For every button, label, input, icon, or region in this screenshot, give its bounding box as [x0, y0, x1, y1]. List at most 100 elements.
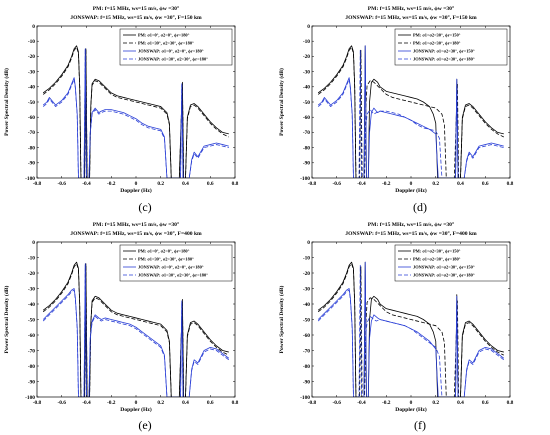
y-tick-label: -20 [303, 271, 310, 277]
y-tick-label: 0 [32, 240, 35, 246]
x-tick-label: 0.2 [157, 400, 164, 406]
x-tick-label: 0 [135, 400, 138, 406]
legend: PM: σ1=0°, σ2=0°, ϕr=180° PM: σ1=30°, σ2=… [119, 28, 233, 66]
y-tick-label: -70 [28, 130, 35, 136]
series-line [317, 261, 504, 397]
chart-panel: PM: f=15 MHz, ws=15 m/s, ϕw =30° JONSWAP:… [3, 5, 239, 214]
y-tick-label: -50 [28, 100, 35, 106]
y-tick-label: -80 [28, 364, 35, 370]
y-tick-label: -20 [303, 54, 310, 60]
x-tick-label: -0.2 [382, 400, 391, 406]
legend-label: PM: σ1=30°, σ2=30°, ϕr=180° [138, 257, 194, 262]
y-tick-label: -90 [303, 379, 310, 385]
legend: PM: σ1=0°, σ2=0°, ϕr=180° PM: σ1=30°, σ2=… [119, 244, 233, 282]
x-tick-label: -0.2 [382, 181, 391, 187]
y-tick-label: -90 [303, 161, 310, 167]
x-tick-label: -0.8 [33, 181, 42, 187]
legend-label: JONSWAP: σ1=30°, σ2=30°, ϕr=180° [138, 57, 208, 62]
legend-box [394, 244, 508, 282]
legend: PM: σ1=σ2=30°, ϕr=150° PM: σ1=σ2=30°, ϕr=… [394, 28, 508, 66]
y-tick-label: -60 [28, 333, 35, 339]
x-axis-label: Doppler (Hz) [395, 406, 427, 413]
x-tick-label: 0.2 [432, 400, 439, 406]
plot-area [42, 45, 229, 178]
x-tick-label: 0 [135, 181, 138, 187]
y-axis-label: Power Spectral Density (dB) [278, 285, 285, 353]
y-tick-label: -80 [28, 145, 35, 151]
series-line [317, 45, 504, 178]
y-tick-label: -20 [28, 54, 35, 60]
x-tick-label: 0.4 [457, 181, 464, 187]
y-tick-label: -70 [303, 348, 310, 354]
y-axis-label: Power Spectral Density (dB) [3, 68, 10, 136]
y-tick-label: -10 [303, 39, 310, 45]
legend-label: PM: σ1=σ2=30°, ϕr=150° [413, 33, 461, 38]
panel-label: (f) [414, 418, 426, 432]
x-tick-label: 0.8 [232, 400, 239, 406]
y-tick-label: -100 [300, 176, 310, 182]
series-line [317, 46, 504, 178]
y-tick-label: -60 [28, 115, 35, 121]
y-tick-label: -100 [25, 176, 35, 182]
y-tick-label: -100 [300, 395, 310, 401]
y-tick-label: -10 [28, 255, 35, 261]
x-tick-label: 0.4 [182, 400, 189, 406]
legend-box [394, 28, 508, 66]
series-line [42, 46, 229, 178]
legend-label: JONSWAP: σ1=30°, σ2=30°, ϕr=180° [138, 273, 208, 278]
legend-box [119, 244, 233, 282]
x-tick-label: 0 [410, 400, 413, 406]
legend-box [119, 28, 233, 66]
x-tick-label: -0.8 [308, 400, 317, 406]
y-tick-label: -40 [28, 85, 35, 91]
x-tick-label: -0.4 [357, 400, 366, 406]
y-tick-label: -80 [303, 364, 310, 370]
series-line [317, 263, 504, 397]
x-tick-label: 0.2 [157, 181, 164, 187]
x-tick-label: -0.6 [332, 400, 341, 406]
y-tick-label: -100 [25, 395, 35, 401]
legend-label: PM: σ1=σ2=30°, ϕr=180° [413, 41, 461, 46]
y-tick-label: -10 [303, 255, 310, 261]
chart-panel: PM: f=15 MHz, ws=15 m/s, ϕw =30° JONSWAP:… [3, 221, 239, 432]
y-tick-label: -60 [303, 115, 310, 121]
x-tick-label: -0.2 [107, 400, 116, 406]
y-tick-label: -80 [303, 145, 310, 151]
y-tick-label: 0 [307, 240, 310, 246]
series-line [317, 264, 505, 397]
y-tick-label: 0 [307, 24, 310, 30]
y-tick-label: -30 [303, 69, 310, 75]
chart-title: JONSWAP: f=15 MHz, ws=15 m/s, ϕw =30°, F… [70, 14, 202, 21]
chart-title: PM: f=15 MHz, ws=15 m/s, ϕw =30° [368, 221, 454, 228]
chart-title: PM: f=15 MHz, ws=15 m/s, ϕw =30° [93, 221, 179, 228]
chart-title: JONSWAP: f=15 MHz, ws=15 m/s, ϕw =30°, F… [345, 230, 477, 237]
y-tick-label: -90 [28, 161, 35, 167]
x-tick-label: -0.8 [33, 400, 42, 406]
series-line [42, 261, 229, 397]
x-tick-label: -0.2 [107, 181, 116, 187]
chart-title: PM: f=15 MHz, ws=15 m/s, ϕw =30° [93, 5, 179, 12]
y-tick-label: -40 [303, 302, 310, 308]
legend-label: JONSWAP: σ1=0°, σ2=0°, ϕr=180° [138, 49, 204, 54]
chart-title: PM: f=15 MHz, ws=15 m/s, ϕw =30° [368, 5, 454, 12]
x-tick-label: -0.6 [57, 181, 66, 187]
series-line [42, 263, 230, 397]
legend-label: PM: σ1=0°, σ2=0°, ϕr=180° [138, 33, 190, 38]
x-tick-label: -0.6 [332, 181, 341, 187]
y-tick-label: -40 [28, 302, 35, 308]
y-tick-label: -50 [303, 100, 310, 106]
y-tick-label: -50 [303, 317, 310, 323]
legend-label: JONSWAP: σ1=σ2=30°, ϕr=150° [413, 265, 475, 270]
x-tick-label: 0.6 [482, 181, 489, 187]
y-axis-label: Power Spectral Density (dB) [3, 285, 10, 353]
x-tick-label: 0.6 [207, 181, 214, 187]
x-tick-label: 0.4 [182, 181, 189, 187]
x-tick-label: 0 [410, 181, 413, 187]
x-tick-label: 0.2 [432, 181, 439, 187]
plot-area [317, 45, 504, 178]
x-axis-label: Doppler (Hz) [120, 187, 152, 194]
plot-area [42, 261, 230, 397]
legend: PM: σ1=σ2=30°, ϕr=150° PM: σ1=σ2=30°, ϕr=… [394, 244, 508, 282]
x-tick-label: -0.8 [308, 181, 317, 187]
